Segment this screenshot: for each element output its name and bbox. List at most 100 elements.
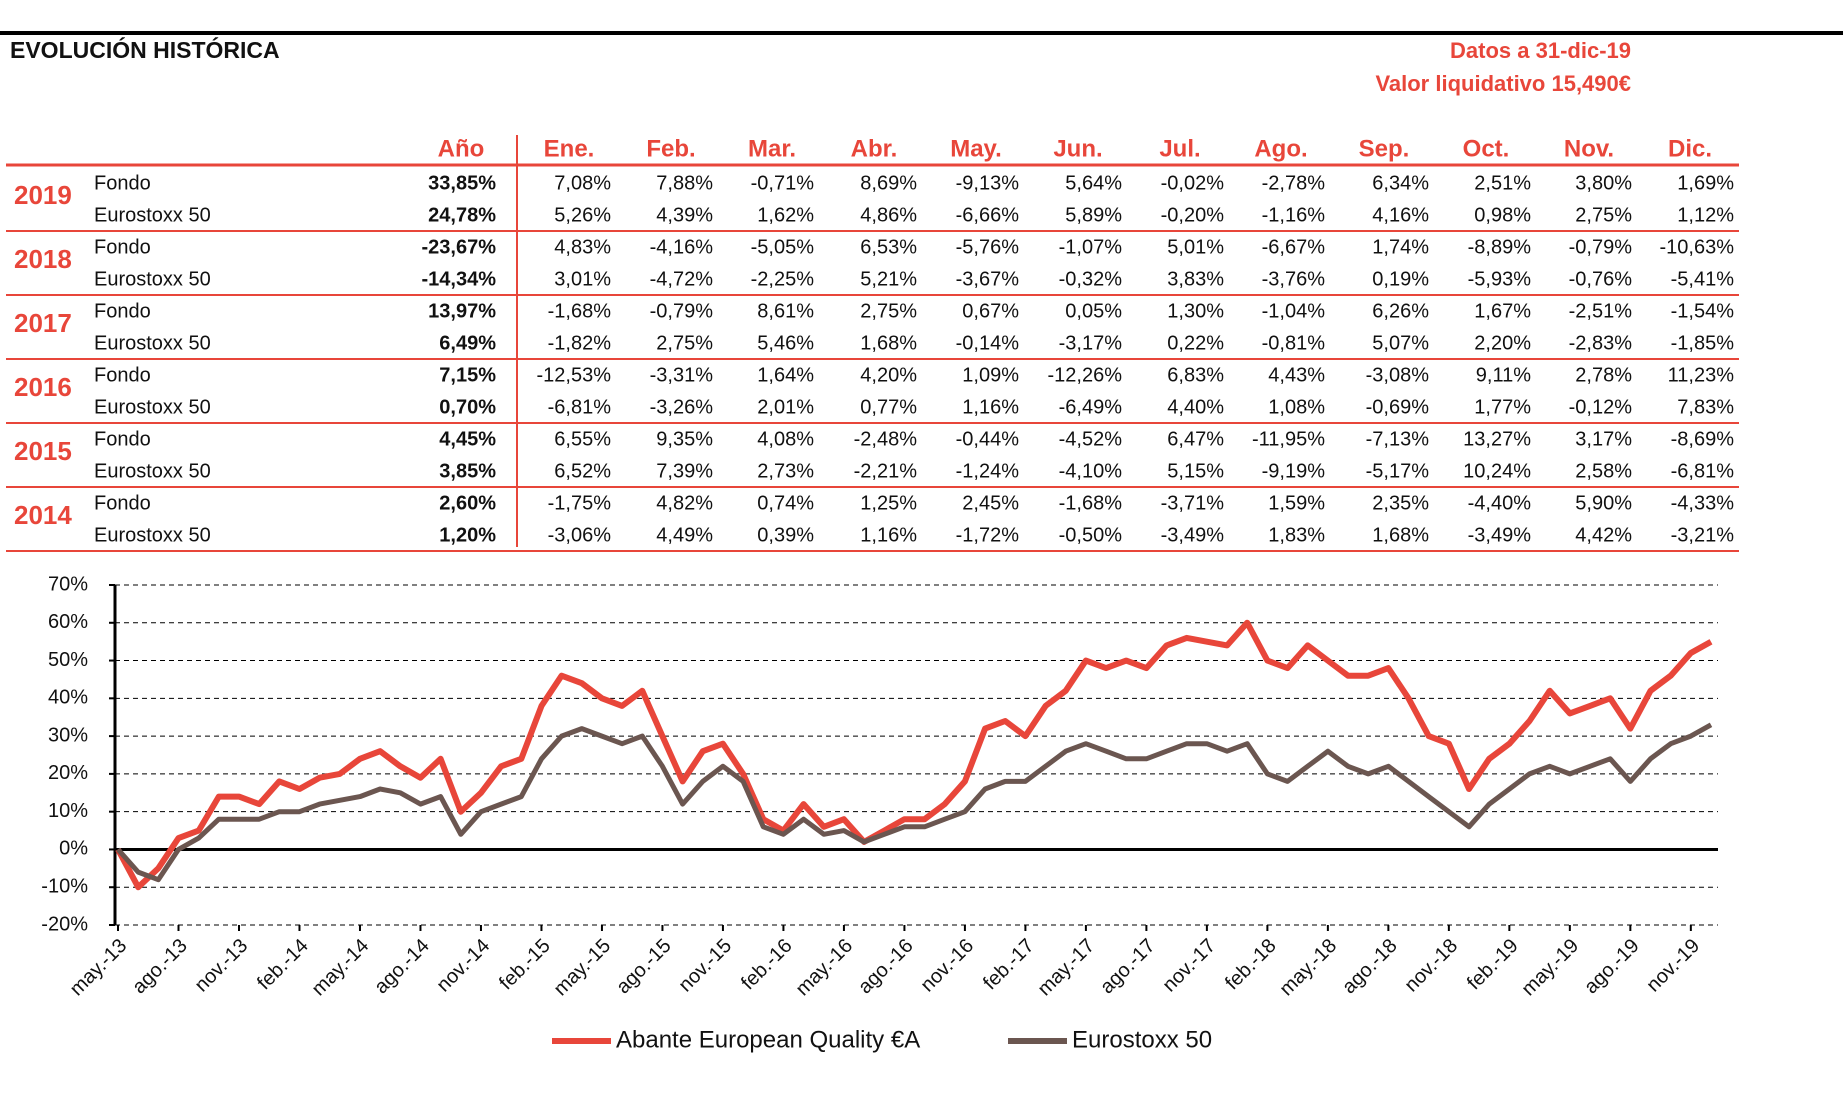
cell-value: 0,22% [1167,332,1224,354]
row-name: Fondo [94,492,151,514]
y-tick-label: 70% [48,573,88,595]
cell-value: 1,30% [1167,300,1224,322]
y-tick-label: -10% [41,876,88,898]
column-header: Ago. [1254,135,1307,162]
y-tick-label: 0% [59,838,88,860]
row-name: Eurostoxx 50 [94,204,211,226]
cell-value: 1,68% [1372,524,1429,546]
cell-value: -1,07% [1059,236,1123,258]
row-name: Fondo [94,364,151,386]
cell-value: 7,08% [554,172,611,194]
nav-note: Valor liquidativo 15,490€ [1375,71,1631,96]
cell-value: 0,39% [757,524,814,546]
date-note: Datos a 31-dic-19 [1450,38,1631,63]
cell-value: -4,40% [1468,492,1532,514]
cell-value: 1,16% [962,396,1019,418]
cell-value: 4,08% [757,428,814,450]
cell-value: 0,77% [860,396,917,418]
cell-value: 6,83% [1167,364,1224,386]
cell-value: 2,20% [1474,332,1531,354]
cell-value: 1,77% [1474,396,1531,418]
cell-value: 5,26% [554,204,611,226]
x-tick-label: feb.-18 [1221,935,1281,995]
cell-value: -3,26% [650,396,714,418]
cell-value: -1,68% [548,300,612,322]
cell-value: -3,49% [1468,524,1532,546]
cell-value: 2,45% [962,492,1019,514]
cell-value: 2,73% [757,460,814,482]
cell-value: 13,27% [1463,428,1531,450]
x-tick-label: feb.-14 [253,935,313,995]
x-tick-label: nov.-16 [916,935,978,997]
cell-value: -2,51% [1569,300,1633,322]
column-header: Oct. [1463,135,1510,162]
cell-value: 1,74% [1372,236,1429,258]
row-name: Eurostoxx 50 [94,460,211,482]
cell-value: 10,24% [1463,460,1531,482]
cell-value: 4,83% [554,236,611,258]
cell-value: 6,47% [1167,428,1224,450]
cell-value: -6,66% [956,204,1020,226]
cell-value: 2,01% [757,396,814,418]
y-tick-label: 50% [48,649,88,671]
cell-value: 5,15% [1167,460,1224,482]
row-name: Eurostoxx 50 [94,332,211,354]
cell-value: 1,08% [1268,396,1325,418]
cell-value: -8,89% [1468,236,1532,258]
x-tick-label: may.-15 [550,935,616,1001]
cell-value: 0,74% [757,492,814,514]
cell-value: -3,08% [1366,364,1430,386]
cell-value: 0,05% [1065,300,1122,322]
cell-value: 4,49% [656,524,713,546]
cell-value: 1,83% [1268,524,1325,546]
x-tick-label: may.-16 [792,935,858,1001]
cell-value: -4,72% [650,268,714,290]
cell-value: -12,53% [537,364,612,386]
cell-value: -5,93% [1468,268,1532,290]
cell-value: 6,34% [1372,172,1429,194]
cell-value: 0,67% [962,300,1019,322]
cell-value: 3,83% [1167,268,1224,290]
cell-value: 1,25% [860,492,917,514]
cell-value: 5,46% [757,332,814,354]
cell-value: 8,61% [757,300,814,322]
cell-value: 3,85% [439,460,496,482]
row-name: Eurostoxx 50 [94,268,211,290]
x-tick-label: may.-13 [66,935,132,1001]
y-tick-label: -20% [41,913,88,935]
cell-value: 4,82% [656,492,713,514]
cell-value: 6,52% [554,460,611,482]
cell-value: 9,35% [656,428,713,450]
cell-value: 2,60% [439,492,496,514]
cell-value: 7,39% [656,460,713,482]
cell-value: -0,71% [751,172,815,194]
cell-value: -3,49% [1161,524,1225,546]
cell-value: -1,24% [956,460,1020,482]
x-tick-label: may.-17 [1034,935,1100,1001]
cell-value: 2,75% [1575,204,1632,226]
cell-value: -9,19% [1262,460,1326,482]
cell-value: 5,90% [1575,492,1632,514]
cell-value: -2,83% [1569,332,1633,354]
cell-value: -12,26% [1048,364,1123,386]
cell-value: 13,97% [428,300,496,322]
cell-value: 1,20% [439,524,496,546]
y-tick-label: 60% [48,611,88,633]
cell-value: -3,21% [1671,524,1735,546]
column-header: Dic. [1668,135,1712,162]
cell-value: -4,16% [650,236,714,258]
cell-value: 4,40% [1167,396,1224,418]
cell-value: 1,67% [1474,300,1531,322]
cell-value: -6,81% [1671,460,1735,482]
cell-value: -14,34% [422,268,497,290]
cell-value: -0,79% [650,300,714,322]
cell-value: -2,25% [751,268,815,290]
cell-value: -7,13% [1366,428,1430,450]
cell-value: 2,75% [656,332,713,354]
x-tick-label: feb.-15 [495,935,555,995]
cell-value: -5,76% [956,236,1020,258]
cell-value: 8,69% [860,172,917,194]
year-label: 2017 [14,308,72,338]
cell-value: 2,35% [1372,492,1429,514]
